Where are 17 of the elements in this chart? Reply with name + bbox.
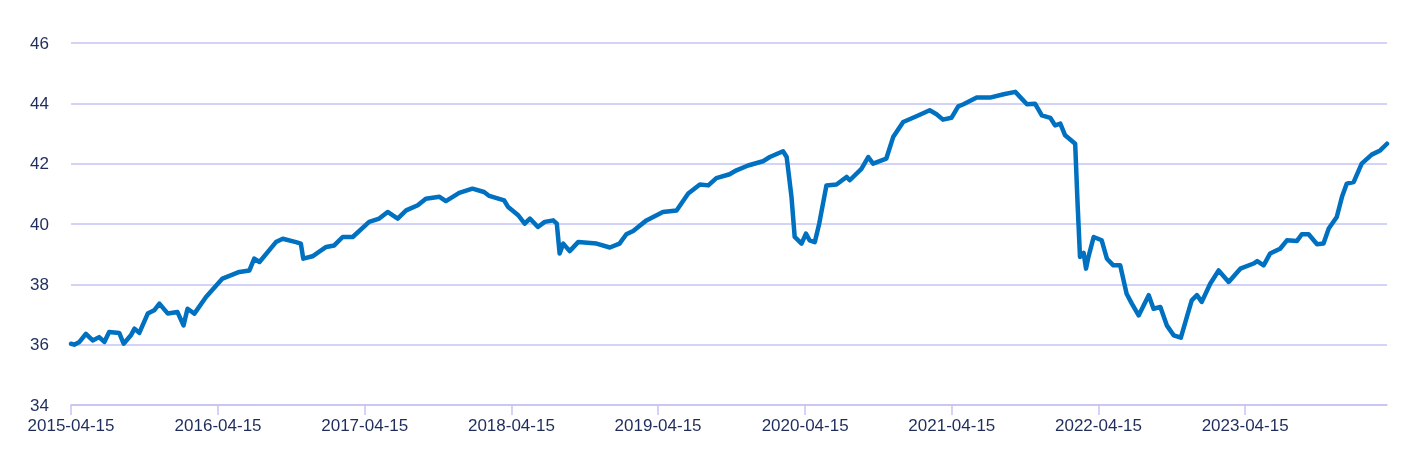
x-tick-label: 2022-04-15 xyxy=(1055,416,1142,435)
y-tick-label: 38 xyxy=(30,274,49,294)
x-tick-label: 2019-04-15 xyxy=(614,416,702,435)
x-tick-label: 2023-04-15 xyxy=(1201,416,1289,435)
x-tick-label: 2016-04-15 xyxy=(174,416,262,435)
x-tick-label: 2015-04-15 xyxy=(27,416,115,435)
y-tick-label: 34 xyxy=(30,395,49,415)
y-tick-label: 44 xyxy=(30,93,49,113)
line-series xyxy=(68,89,1390,347)
x-tick-label: 2018-04-15 xyxy=(467,416,555,435)
x-tick-label: 2020-04-15 xyxy=(761,416,849,435)
y-tick-label: 40 xyxy=(30,214,49,234)
x-tick-label: 2017-04-15 xyxy=(321,416,409,435)
y-tick-label: 42 xyxy=(30,154,49,174)
y-tick-label: 36 xyxy=(30,335,49,355)
x-tick-label: 2021-04-15 xyxy=(908,416,996,435)
y-tick-label: 46 xyxy=(30,33,49,53)
